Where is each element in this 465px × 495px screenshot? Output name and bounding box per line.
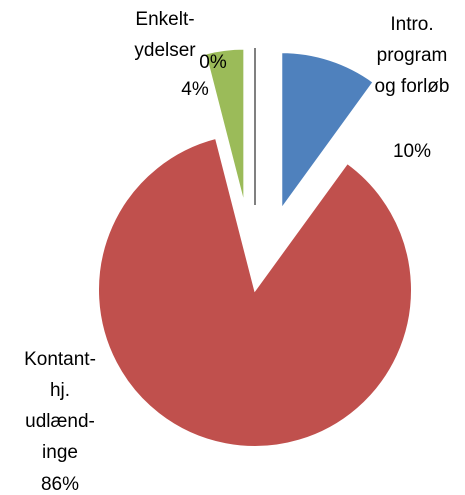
slice-value-label: 10% <box>393 141 431 162</box>
slice-label: Enkelt-ydelser <box>134 9 196 61</box>
slice-value-label: 0% <box>199 52 227 73</box>
pie-slice <box>97 136 413 448</box>
slice-value-label: 86% <box>41 474 79 495</box>
pie-slice <box>204 47 246 206</box>
slice-label: Kontant-hj. udlænd-inge <box>24 349 96 463</box>
slice-value-label: 4% <box>181 79 209 100</box>
pie-slice <box>280 51 375 213</box>
slice-label: Intro. program og forløb <box>375 14 450 97</box>
